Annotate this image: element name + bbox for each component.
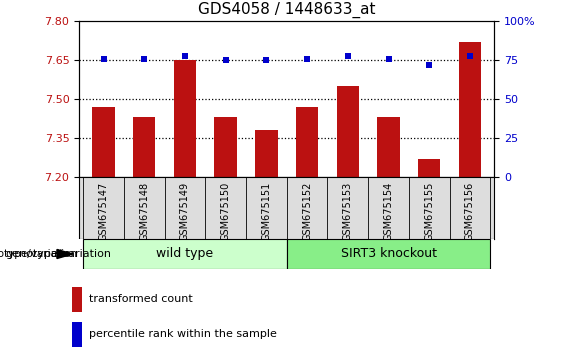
Point (303, 56, 312, 62)
Point (221, 57, 230, 63)
Point (180, 53, 189, 58)
Text: GSM675151: GSM675151 (262, 182, 271, 241)
Text: GSM675149: GSM675149 (180, 182, 190, 241)
Bar (92, 107, 115, 177)
Bar (459, 42, 481, 177)
Text: GSM675147: GSM675147 (98, 182, 108, 241)
Text: GSM675153: GSM675153 (343, 182, 353, 241)
Bar (72, 287, 82, 312)
Point (262, 57, 271, 63)
Bar (377, 117, 399, 177)
Text: GSM675154: GSM675154 (384, 182, 393, 241)
Text: percentile rank within the sample: percentile rank within the sample (89, 329, 276, 339)
Bar (255, 130, 277, 177)
Text: SIRT3 knockout: SIRT3 knockout (341, 247, 437, 261)
Point (344, 53, 353, 58)
Text: GSM675156: GSM675156 (465, 182, 475, 241)
Bar (133, 117, 155, 177)
Bar (296, 107, 318, 177)
Text: GSM675150: GSM675150 (221, 182, 231, 241)
Point (99, 56, 108, 62)
Text: GSM675148: GSM675148 (139, 182, 149, 241)
Bar (337, 86, 359, 177)
Text: genotype/variation: genotype/variation (0, 249, 77, 259)
Text: wild type: wild type (157, 247, 214, 261)
Point (140, 56, 149, 62)
Bar (418, 159, 441, 177)
Bar (174, 60, 196, 177)
Text: transformed count: transformed count (89, 294, 192, 304)
Bar (72, 322, 82, 347)
Bar (215, 117, 237, 177)
Text: genotype/variation: genotype/variation (6, 249, 112, 259)
Point (466, 53, 475, 58)
Bar (83, 239, 287, 269)
Bar (287, 239, 490, 269)
Point (384, 56, 393, 62)
Polygon shape (57, 250, 73, 258)
Title: GDS4058 / 1448633_at: GDS4058 / 1448633_at (198, 2, 376, 18)
Text: GSM675155: GSM675155 (424, 182, 434, 241)
Text: GSM675152: GSM675152 (302, 182, 312, 241)
Point (425, 62, 434, 68)
